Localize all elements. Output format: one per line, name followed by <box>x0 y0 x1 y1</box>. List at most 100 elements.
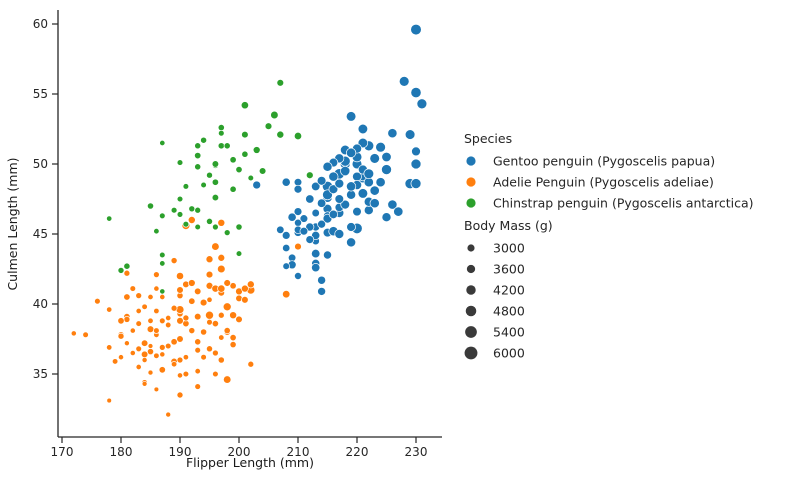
y-tick-label: 35 <box>33 367 48 381</box>
data-point-adelie <box>141 380 148 387</box>
data-point-adelie <box>182 354 189 361</box>
data-point-adelie <box>117 332 125 340</box>
data-point-gentoo <box>381 164 392 175</box>
data-point-gentoo <box>252 180 262 190</box>
data-point-gentoo <box>346 189 357 200</box>
data-point-gentoo <box>334 194 345 204</box>
data-point-chinstrap <box>206 171 213 179</box>
data-point-chinstrap <box>258 167 267 175</box>
data-point-chinstrap <box>217 124 225 132</box>
data-point-chinstrap <box>229 156 237 164</box>
data-point-adelie <box>187 216 196 224</box>
data-point-adelie <box>129 285 137 292</box>
data-point-gentoo <box>294 218 302 227</box>
x-axis-ticks: 170 180 190 200 210 220 230 <box>51 437 428 459</box>
data-point-gentoo <box>357 188 369 199</box>
data-point-adelie <box>217 264 226 274</box>
data-point-gentoo <box>328 171 339 182</box>
x-tick-label: 220 <box>346 445 369 459</box>
data-point-adelie <box>129 350 136 356</box>
x-tick-label: 190 <box>169 445 192 459</box>
data-point-gentoo <box>322 161 333 172</box>
data-point-adelie <box>153 327 160 334</box>
data-point-adelie <box>170 257 178 265</box>
series-gentoo <box>252 23 428 296</box>
axes-layer: 170 180 190 200 210 220 230 35 40 45 50 55 60 Flipp… <box>5 10 442 470</box>
data-point-gentoo <box>311 263 321 273</box>
data-point-gentoo <box>410 87 422 99</box>
data-point-gentoo <box>305 235 315 244</box>
data-point-adelie <box>229 334 237 342</box>
data-point-adelie <box>194 346 201 354</box>
data-point-adelie <box>135 363 142 371</box>
data-point-chinstrap <box>218 129 225 137</box>
data-point-adelie <box>170 361 178 368</box>
data-point-adelie <box>217 284 226 293</box>
data-point-gentoo <box>381 212 392 223</box>
data-point-gentoo <box>369 185 380 196</box>
data-point-gentoo <box>276 225 285 234</box>
data-point-chinstrap <box>106 215 113 222</box>
x-tick-label: 230 <box>405 445 428 459</box>
legend-size-marker <box>467 244 475 252</box>
data-point-adelie <box>205 310 214 320</box>
data-point-adelie <box>223 327 231 335</box>
legend-size-entries: 3000 3600 4200 4800 5400 6000 <box>464 241 525 361</box>
data-point-gentoo <box>287 212 297 222</box>
data-point-chinstrap <box>170 206 178 214</box>
data-point-gentoo <box>369 153 380 164</box>
data-point-adelie <box>176 391 184 399</box>
legend-size-marker <box>466 285 476 295</box>
data-point-adelie <box>294 242 302 251</box>
data-point-adelie <box>165 314 172 322</box>
data-point-chinstrap <box>276 79 285 87</box>
data-point-adelie <box>176 372 184 379</box>
data-point-chinstrap <box>235 223 243 231</box>
data-point-chinstrap <box>176 195 184 203</box>
data-point-chinstrap <box>194 223 201 231</box>
data-point-chinstrap <box>194 152 202 160</box>
data-point-gentoo <box>404 129 416 140</box>
data-point-gentoo <box>334 178 345 189</box>
data-point-chinstrap <box>159 251 166 259</box>
data-point-gentoo <box>294 272 302 280</box>
legend-size-marker <box>465 305 477 317</box>
data-point-adelie <box>135 307 142 315</box>
data-point-gentoo <box>281 177 291 187</box>
data-point-adelie <box>129 327 136 334</box>
data-point-chinstrap <box>159 260 166 267</box>
data-point-adelie <box>141 357 148 363</box>
data-point-gentoo <box>357 123 369 135</box>
data-point-gentoo <box>311 230 321 240</box>
y-tick-label: 45 <box>33 227 48 241</box>
data-point-adelie <box>135 320 142 327</box>
data-point-chinstrap <box>176 159 184 166</box>
legend-size-title: Body Mass (g) <box>464 218 553 233</box>
data-point-adelie <box>211 242 220 251</box>
data-point-chinstrap <box>264 122 273 130</box>
data-point-adelie <box>158 344 166 351</box>
data-point-gentoo <box>317 287 326 296</box>
data-point-adelie <box>159 317 166 325</box>
data-point-adelie <box>176 335 184 343</box>
data-point-adelie <box>140 350 149 359</box>
data-point-gentoo <box>381 151 392 163</box>
data-point-adelie <box>106 397 112 404</box>
data-point-chinstrap <box>229 185 237 193</box>
data-point-adelie <box>246 280 255 289</box>
data-point-gentoo <box>369 198 380 209</box>
data-point-adelie <box>217 218 226 227</box>
data-point-chinstrap <box>159 212 166 220</box>
legend: Species Gentoo penguin (Pygoscelis papua… <box>464 131 754 361</box>
x-tick-label: 200 <box>228 445 251 459</box>
data-point-adelie <box>70 330 77 337</box>
data-point-chinstrap <box>305 171 314 180</box>
legend-marker-chinstrap <box>466 198 476 208</box>
y-tick-label: 40 <box>33 297 48 311</box>
data-point-chinstrap <box>252 146 261 154</box>
data-point-gentoo <box>352 206 362 217</box>
data-point-adelie <box>94 297 101 305</box>
data-point-gentoo <box>340 165 351 177</box>
data-point-adelie <box>170 304 178 312</box>
